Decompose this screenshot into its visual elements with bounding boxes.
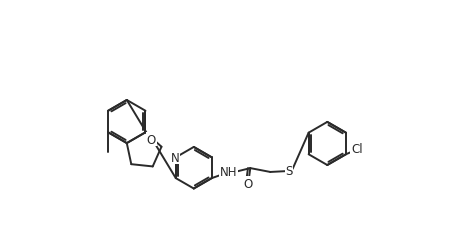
Text: Cl: Cl bbox=[351, 143, 363, 156]
Text: O: O bbox=[244, 177, 253, 190]
Text: O: O bbox=[147, 133, 156, 146]
Text: N: N bbox=[171, 151, 179, 164]
Text: NH: NH bbox=[220, 166, 238, 179]
Text: S: S bbox=[285, 164, 293, 177]
